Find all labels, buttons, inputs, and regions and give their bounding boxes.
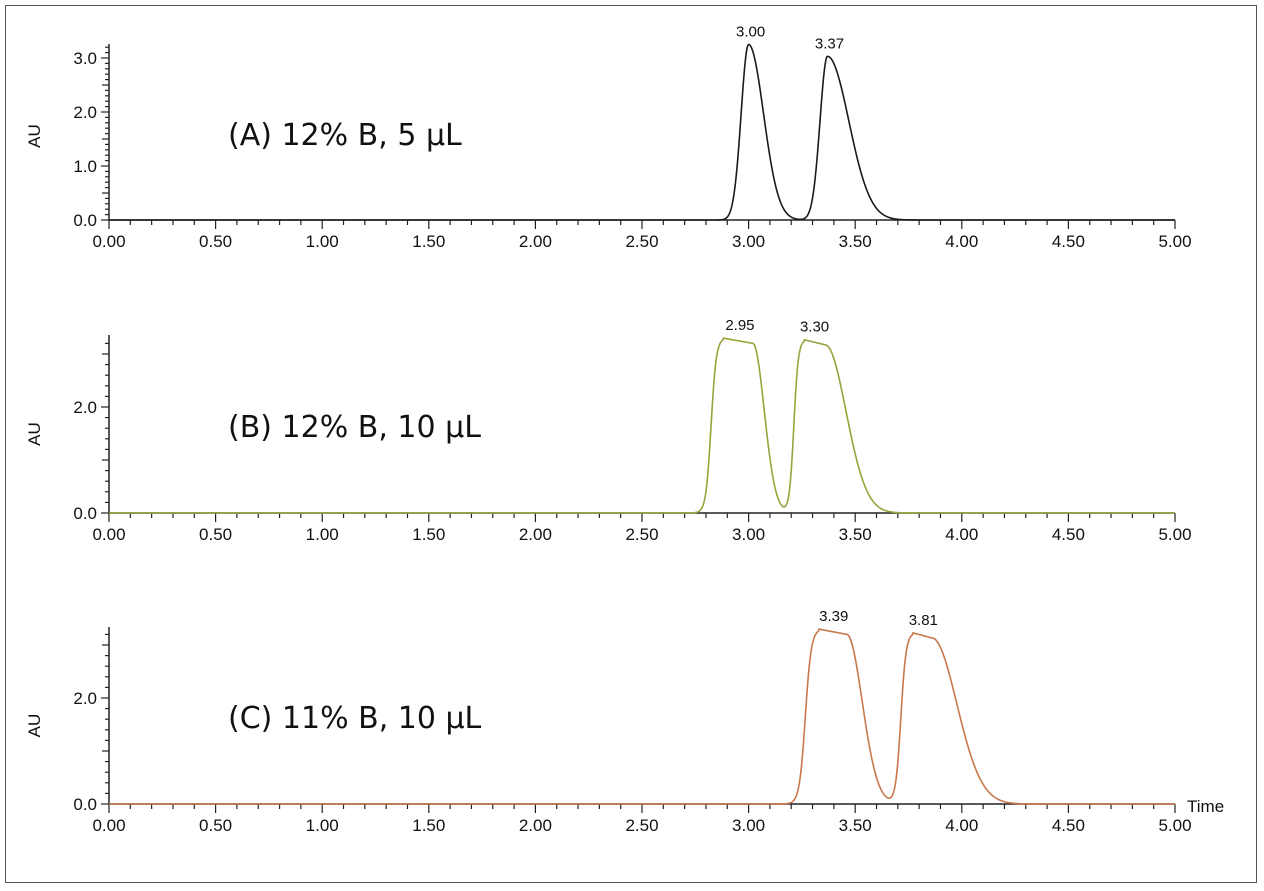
x-tick-label: 4.50 <box>1052 232 1085 251</box>
x-tick-label: 5.00 <box>1158 232 1191 251</box>
x-tick-label: 4.50 <box>1052 816 1085 835</box>
panel-title: (A) 12% B, 5 µL <box>228 118 462 153</box>
y-tick-label: 0.0 <box>73 211 97 230</box>
x-tick-label: 1.00 <box>306 816 339 835</box>
y-tick-label: 0.0 <box>73 795 97 814</box>
y-tick-label: 2.0 <box>73 398 97 417</box>
y-axis-label: AU <box>25 422 44 446</box>
x-tick-label: 5.00 <box>1158 525 1191 544</box>
x-tick-label: 2.50 <box>625 525 658 544</box>
panel-c: 0.0 2.0 AU 0.00 0.50 1.00 1.50 2.00 2.50 3.00 3.50… <box>25 608 1224 835</box>
y-tick-label: 1.0 <box>73 157 97 176</box>
x-tick-label: 0.00 <box>92 232 125 251</box>
x-tick-label: 2.00 <box>519 816 552 835</box>
x-tick-label: 0.00 <box>92 816 125 835</box>
x-tick-label: 1.50 <box>412 816 445 835</box>
peak-retention-label: 2.95 <box>725 317 754 334</box>
x-tick-label: 4.00 <box>945 525 978 544</box>
x-tick-label: 2.50 <box>625 232 658 251</box>
panel-title: (C) 11% B, 10 µL <box>228 701 482 736</box>
y-tick-label: 2.0 <box>73 689 97 708</box>
x-tick-label: 5.00 <box>1158 816 1191 835</box>
figure-frame <box>5 5 1257 883</box>
x-axis-label: Time <box>1187 797 1224 816</box>
y-tick-label: 2.0 <box>73 103 97 122</box>
x-tick-label: 3.00 <box>732 232 765 251</box>
x-tick-label: 3.00 <box>732 816 765 835</box>
x-tick-label: 0.50 <box>199 816 232 835</box>
panel-b: 0.0 2.0 AU 0.00 0.50 1.00 1.50 2.00 2.50 3.00 3.50… <box>25 317 1192 544</box>
x-tick-label: 4.00 <box>945 816 978 835</box>
peak-retention-label: 3.39 <box>819 608 848 625</box>
x-tick-label: 0.00 <box>92 525 125 544</box>
x-tick-label: 1.00 <box>306 525 339 544</box>
x-tick-label: 1.50 <box>412 232 445 251</box>
x-tick-label: 4.00 <box>945 232 978 251</box>
x-tick-label: 4.50 <box>1052 525 1085 544</box>
x-tick-label: 3.50 <box>839 816 872 835</box>
x-tick-label: 2.00 <box>519 232 552 251</box>
x-tick-label: 1.50 <box>412 525 445 544</box>
peak-retention-label: 3.30 <box>800 319 829 336</box>
y-axis-label: AU <box>25 124 44 148</box>
x-tick-label: 1.00 <box>306 232 339 251</box>
chromatogram-trace <box>109 43 1175 221</box>
y-tick-label: 3.0 <box>73 49 97 68</box>
x-tick-label: 0.50 <box>199 232 232 251</box>
x-tick-label: 2.50 <box>625 816 658 835</box>
panel-title: (B) 12% B, 10 µL <box>228 410 481 445</box>
x-tick-label: 2.00 <box>519 525 552 544</box>
x-tick-label: 3.50 <box>839 525 872 544</box>
peak-retention-label: 3.37 <box>815 35 844 52</box>
panel-a: 0.0 1.0 2.0 3.0 AU 0.00 0.50 1.00 1.50 2.00 2.50 3.… <box>25 24 1192 252</box>
x-tick-label: 3.50 <box>839 232 872 251</box>
chromatogram-trace <box>109 628 1175 805</box>
peak-retention-label: 3.00 <box>736 24 765 41</box>
x-tick-label: 0.50 <box>199 525 232 544</box>
y-axis-label: AU <box>25 714 44 738</box>
y-tick-label: 0.0 <box>73 504 97 523</box>
chromatogram-trace <box>109 337 1175 514</box>
peak-retention-label: 3.81 <box>909 612 938 629</box>
x-tick-label: 3.00 <box>732 525 765 544</box>
